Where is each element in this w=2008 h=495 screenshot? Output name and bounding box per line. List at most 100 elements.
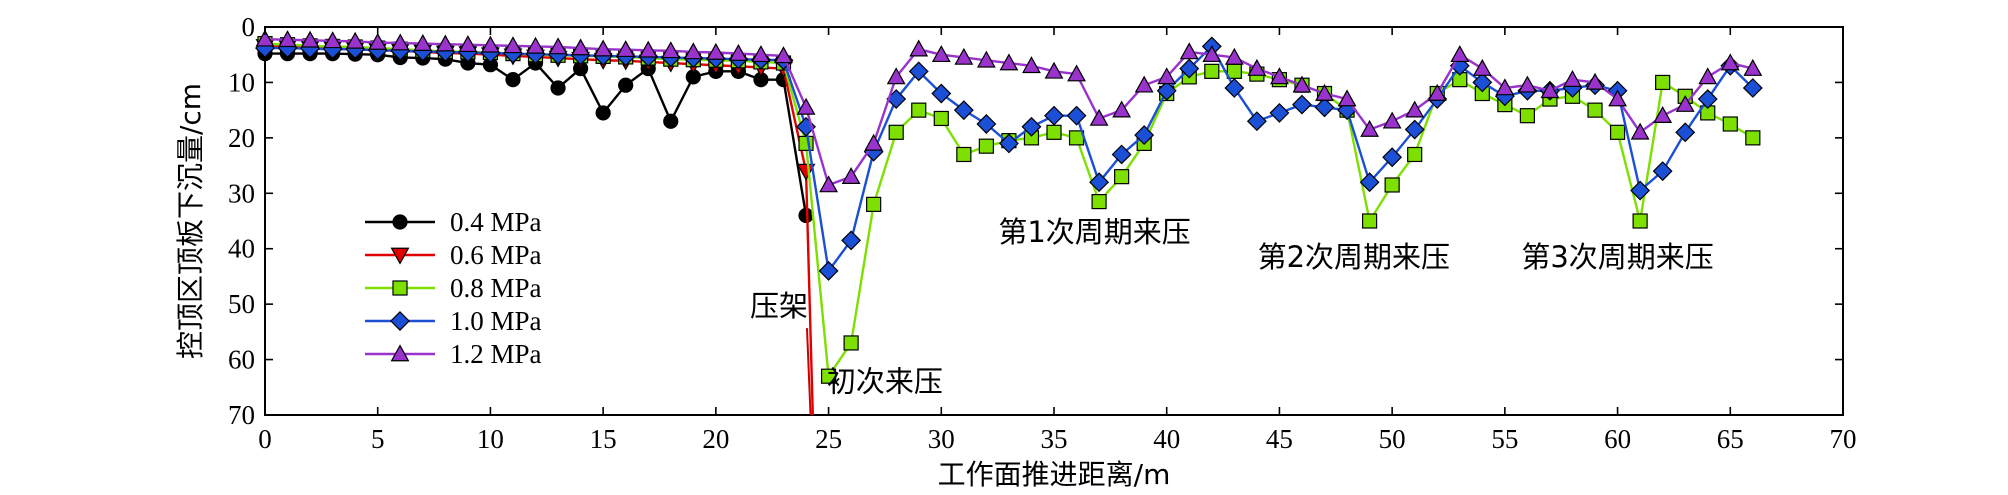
data-point [796, 116, 816, 137]
y-tick-label: 10 [228, 67, 255, 97]
data-point [1044, 105, 1064, 126]
data-point [1359, 172, 1380, 193]
data-point [1472, 58, 1492, 76]
data-point [1720, 53, 1740, 71]
data-point [1517, 75, 1537, 93]
annotation-label: 第1次周期来压 [998, 215, 1190, 249]
data-point [864, 133, 884, 151]
data-point [1495, 78, 1515, 96]
data-point [1519, 108, 1536, 124]
data-point [1224, 47, 1244, 65]
legend-label: 0.8 MPa [450, 273, 542, 303]
data-point [1585, 72, 1605, 90]
data-point [1698, 67, 1718, 85]
legend-item: 0.6 MPa [365, 240, 542, 270]
legend-marker [392, 280, 408, 296]
data-point [798, 135, 814, 151]
y-tick-label: 60 [228, 345, 255, 375]
y-tick-label: 30 [228, 178, 255, 208]
data-point [1156, 80, 1177, 101]
data-point [1540, 81, 1560, 99]
data-point [1204, 63, 1220, 79]
data-point [818, 260, 839, 281]
data-point [886, 67, 906, 85]
x-tick-label: 10 [477, 424, 504, 454]
x-tick-label: 70 [1830, 424, 1857, 454]
data-point [953, 100, 974, 121]
data-point [300, 30, 320, 48]
data-point [1675, 122, 1696, 143]
data-point [1247, 58, 1267, 76]
data-point [458, 35, 478, 53]
x-tick-label: 25 [815, 424, 842, 454]
data-point [1697, 89, 1718, 110]
data-point [1292, 94, 1312, 115]
data-point [1743, 58, 1763, 76]
data-point [1134, 125, 1155, 146]
annotation-label: 压架 [750, 289, 808, 323]
legend-item: 0.8 MPa [365, 273, 542, 303]
data-point [593, 39, 613, 57]
data-point [1384, 177, 1400, 193]
data-point [909, 39, 929, 57]
data-point [1407, 146, 1423, 163]
data-point [435, 34, 455, 52]
data-point [618, 77, 634, 93]
legend-marker [390, 247, 410, 265]
data-point [1472, 72, 1493, 93]
data-point [796, 163, 816, 181]
x-tick-label: 60 [1604, 424, 1631, 454]
legend-marker [390, 311, 410, 331]
data-point [278, 30, 297, 48]
data-point [683, 42, 703, 60]
data-point [796, 97, 816, 115]
data-point [1382, 111, 1402, 129]
x-axis-label: 工作面推进距离/m [938, 458, 1171, 491]
data-point [1609, 124, 1626, 140]
data-point [548, 37, 568, 55]
data-point [390, 33, 410, 51]
data-point [908, 61, 929, 82]
series-line [265, 52, 808, 216]
data-point [1722, 116, 1738, 132]
data-point [911, 102, 927, 118]
data-point [1361, 213, 1378, 229]
data-point [413, 33, 433, 51]
data-point [1427, 83, 1447, 101]
data-point [841, 167, 861, 184]
series-1-2-mpa [255, 29, 1763, 193]
x-tick-label: 65 [1717, 424, 1744, 454]
data-point [999, 53, 1019, 71]
data-point [571, 38, 591, 56]
data-point [661, 41, 681, 59]
data-point [481, 35, 500, 53]
data-point [1270, 67, 1289, 85]
annotation-label: 初次来压 [827, 365, 943, 399]
data-point [1315, 83, 1334, 101]
data-point [345, 31, 365, 49]
legend-marker [392, 214, 408, 230]
data-point [1112, 100, 1132, 118]
legend-label: 1.0 MPa [450, 306, 542, 336]
data-point [976, 50, 996, 68]
legend-label: 1.2 MPa [450, 339, 542, 369]
data-point [1745, 130, 1761, 146]
data-point [1269, 102, 1290, 123]
data-point [526, 36, 545, 54]
legend-marker [390, 344, 410, 362]
data-point [638, 40, 658, 58]
data-point [1226, 63, 1242, 79]
data-point [978, 138, 994, 154]
data-point [595, 105, 611, 121]
data-point [505, 72, 521, 88]
data-point [1450, 45, 1470, 63]
data-point [1382, 147, 1403, 168]
data-point [931, 83, 952, 104]
data-point [1022, 56, 1041, 74]
data-point [323, 31, 343, 49]
data-point [1630, 122, 1650, 140]
data-point [616, 40, 636, 58]
x-tick-label: 40 [1153, 424, 1180, 454]
data-point [843, 335, 859, 351]
